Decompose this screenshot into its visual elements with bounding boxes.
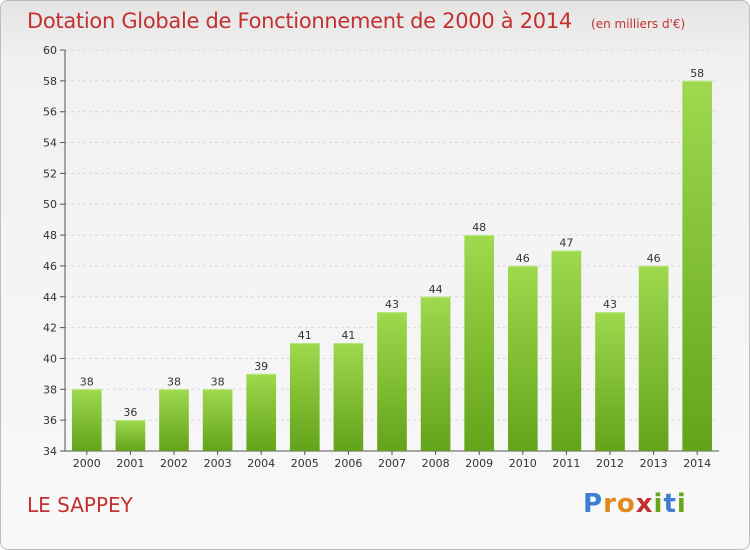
y-tick-label: 46 (43, 260, 57, 273)
data-label: 36 (123, 406, 137, 419)
data-label: 39 (254, 360, 268, 373)
bar (464, 235, 495, 451)
y-tick-label: 38 (43, 383, 57, 396)
x-tick-label: 2006 (334, 457, 362, 470)
y-tick-label: 52 (43, 167, 57, 180)
bar (507, 265, 538, 451)
title-block: Dotation Globale de Fonctionnement de 20… (27, 9, 685, 33)
logo-letter: x (635, 489, 654, 519)
unit-note: (en milliers d'€) (591, 17, 686, 31)
logo-letter: t (663, 489, 677, 519)
y-tick-label: 58 (43, 75, 57, 88)
data-label: 41 (341, 329, 355, 342)
data-label: 44 (429, 283, 443, 296)
x-tick-label: 2003 (204, 457, 232, 470)
data-label: 47 (559, 237, 573, 250)
logo-letter: i (653, 489, 664, 519)
bar (115, 420, 146, 451)
y-tick-label: 56 (43, 106, 57, 119)
bar (595, 312, 625, 451)
x-tick-label: 2005 (291, 457, 319, 470)
commune-name: LE SAPPEY (27, 493, 133, 517)
x-tick-label: 2007 (378, 457, 406, 470)
x-tick-label: 2010 (509, 457, 537, 470)
y-tick-label: 60 (43, 44, 57, 57)
bar (420, 296, 451, 451)
bar (377, 312, 407, 451)
y-tick-label: 36 (43, 414, 57, 427)
x-tick-label: 2013 (640, 457, 668, 470)
data-label: 46 (647, 252, 661, 265)
y-tick-label: 50 (43, 198, 57, 211)
data-label: 38 (211, 375, 225, 388)
bar (333, 343, 364, 451)
data-label: 46 (516, 252, 530, 265)
data-label: 48 (472, 221, 486, 234)
x-tick-label: 2001 (116, 457, 144, 470)
y-tick-label: 40 (43, 352, 57, 365)
x-tick-label: 2009 (465, 457, 493, 470)
x-tick-label: 2000 (73, 457, 101, 470)
bar (551, 250, 582, 451)
x-tick-label: 2002 (160, 457, 188, 470)
logo-letter: i (676, 489, 687, 519)
bar (289, 343, 320, 451)
chart-title: Dotation Globale de Fonctionnement de 20… (27, 9, 572, 33)
data-label: 38 (80, 375, 94, 388)
x-tick-label: 2004 (247, 457, 275, 470)
data-label: 58 (690, 67, 704, 80)
bar (202, 389, 233, 451)
y-tick-label: 44 (43, 291, 57, 304)
bar (682, 80, 713, 451)
logo-letter: P (583, 489, 604, 519)
y-tick-label: 34 (43, 445, 57, 458)
bar (159, 389, 189, 451)
data-label: 43 (385, 298, 399, 311)
data-label: 38 (167, 375, 181, 388)
x-tick-label: 2011 (552, 457, 580, 470)
bar (246, 373, 277, 451)
x-tick-label: 2012 (596, 457, 624, 470)
y-tick-label: 42 (43, 322, 57, 335)
logo-letter: r (603, 489, 617, 519)
data-label: 43 (603, 298, 617, 311)
y-tick-label: 48 (43, 229, 57, 242)
logo-letter: o (616, 489, 636, 519)
proxiti-logo[interactable]: Proxiti (583, 489, 687, 519)
x-tick-label: 2014 (683, 457, 711, 470)
labels: 34 36 38 40 42 44 46 48 50 52 54 56 58 60 38 2000 36 2001… (43, 44, 711, 470)
bar (638, 265, 669, 451)
bar (71, 389, 102, 451)
y-tick-label: 54 (43, 137, 57, 150)
bars (71, 80, 713, 451)
x-tick-label: 2008 (422, 457, 450, 470)
data-label: 41 (298, 329, 312, 342)
bar-chart: 34 36 38 40 42 44 46 48 50 52 54 56 58 60 38 2000 36 2001… (43, 44, 719, 470)
